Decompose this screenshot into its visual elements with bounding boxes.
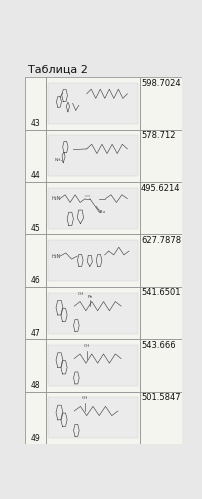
Bar — [25, 339, 46, 392]
Bar — [46, 339, 140, 392]
Bar — [48, 345, 138, 386]
Bar — [48, 135, 138, 176]
Text: 49: 49 — [31, 434, 41, 443]
Bar — [140, 77, 182, 130]
Bar — [140, 235, 182, 287]
Bar — [25, 392, 46, 444]
Bar — [48, 240, 138, 281]
Bar — [140, 339, 182, 392]
Text: OH: OH — [77, 291, 84, 295]
Text: 543.666: 543.666 — [141, 341, 176, 350]
Bar — [140, 392, 182, 444]
Bar — [140, 182, 182, 235]
Text: 598.7024: 598.7024 — [141, 79, 181, 88]
Text: Ph: Ph — [87, 295, 93, 299]
Text: 541.6501: 541.6501 — [141, 288, 181, 297]
Bar — [25, 235, 46, 287]
Bar — [46, 235, 140, 287]
Bar — [46, 77, 140, 130]
Bar — [46, 130, 140, 182]
Bar — [25, 130, 46, 182]
Text: 48: 48 — [31, 381, 41, 390]
Bar — [46, 392, 140, 444]
Bar — [48, 292, 138, 333]
Text: 44: 44 — [31, 172, 41, 181]
Text: H₂N: H₂N — [52, 196, 61, 201]
Bar — [140, 287, 182, 339]
Bar — [25, 182, 46, 235]
Text: 46: 46 — [31, 276, 41, 285]
Bar — [46, 182, 140, 235]
Text: NH₂: NH₂ — [55, 158, 63, 162]
Text: 47: 47 — [31, 329, 41, 338]
Text: tBu: tBu — [99, 210, 106, 214]
Bar — [48, 398, 138, 438]
Text: 43: 43 — [31, 119, 41, 128]
Bar — [25, 287, 46, 339]
Text: 501.5847: 501.5847 — [141, 393, 181, 402]
Bar — [46, 287, 140, 339]
Text: OH: OH — [84, 344, 90, 348]
Text: Таблица 2: Таблица 2 — [28, 64, 88, 74]
Bar — [25, 77, 46, 130]
Text: 495.6214: 495.6214 — [141, 184, 181, 193]
Bar — [48, 83, 138, 124]
Text: OH: OH — [82, 397, 88, 401]
Text: 578.712: 578.712 — [141, 131, 176, 140]
Bar — [140, 130, 182, 182]
Text: H₂N: H₂N — [52, 253, 61, 258]
Text: 45: 45 — [31, 224, 41, 233]
Bar — [48, 188, 138, 229]
Text: 627.7878: 627.7878 — [141, 236, 181, 245]
